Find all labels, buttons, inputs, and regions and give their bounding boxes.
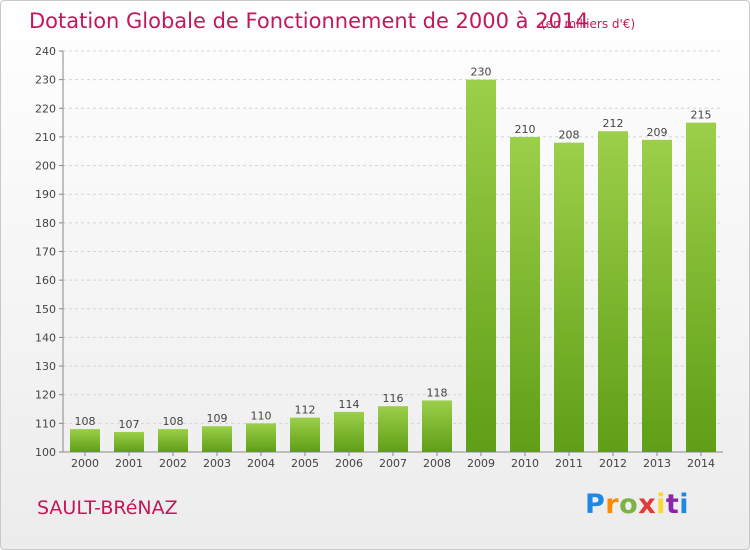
logo-letter: x [638,489,657,520]
y-tick-label: 190 [35,188,56,201]
x-tick-label-2010: 2010 [511,457,539,470]
value-label-2004: 110 [251,409,272,422]
x-tick-label-2014: 2014 [687,457,715,470]
value-label-2014: 215 [691,109,712,122]
chart-subtitle: (en milliers d'€) [541,17,636,31]
bar-2004[interactable] [246,423,276,452]
bar-2007[interactable] [378,406,408,452]
y-tick-label: 200 [35,160,56,173]
y-tick-label: 180 [35,217,56,230]
value-label-2009: 230 [471,66,492,79]
bar-2009[interactable] [466,79,496,453]
bar-2001[interactable] [114,431,144,452]
value-label-2010: 210 [515,123,536,136]
y-tick-label: 170 [35,246,56,259]
value-label-2007: 116 [383,392,404,405]
bar-2010[interactable] [510,136,540,452]
value-label-2000: 108 [75,415,96,428]
value-label-2001: 107 [119,418,140,431]
value-label-2006: 114 [339,398,360,411]
bar-2008[interactable] [422,400,452,452]
value-label-2002: 108 [163,415,184,428]
value-label-2005: 112 [295,404,316,417]
bar-2014[interactable] [686,122,716,452]
value-label-2012: 212 [603,117,624,130]
x-tick-label-2002: 2002 [159,457,187,470]
value-label-2008: 118 [427,386,448,399]
proxiti-logo[interactable]: Proxiti [585,489,689,520]
bar-2011[interactable] [554,142,584,452]
x-tick-label-2012: 2012 [599,457,627,470]
logo-letter: i [679,489,690,520]
y-tick-label: 100 [35,446,56,459]
y-tick-label: 230 [35,74,56,87]
y-tick-label: 240 [35,45,56,58]
logo-letter: i [656,489,666,520]
x-tick-label-2006: 2006 [335,457,363,470]
bar-2012[interactable] [598,131,628,452]
x-tick-label-2009: 2009 [467,457,495,470]
x-tick-label-2013: 2013 [643,457,671,470]
bar-2000[interactable] [70,429,100,452]
y-tick-label: 130 [35,360,56,373]
bar-2006[interactable] [334,411,364,452]
x-tick-label-2000: 2000 [71,457,99,470]
commune-name: SAULT-BRéNAZ [37,497,178,519]
logo-letter: r [605,489,620,520]
axis-layer: 100 110 120 130 140 150 160 170 180 190 200 210 220 2… [35,45,723,470]
y-tick-label: 210 [35,131,56,144]
y-tick-label: 140 [35,331,56,344]
x-tick-label-2005: 2005 [291,457,319,470]
y-tick-label: 220 [35,102,56,115]
bar-2005[interactable] [290,417,320,452]
bar-layer [70,79,716,453]
y-tick-label: 120 [35,389,56,402]
x-tick-label-2001: 2001 [115,457,143,470]
bar-2002[interactable] [158,429,188,452]
y-tick-label: 110 [35,417,56,430]
label-layer: 108 107 108 109 110 112 114 116 118 230 210 208 212 2… [75,66,712,431]
logo-letter: t [665,489,680,520]
chart-title: Dotation Globale de Fonctionnement de 20… [29,9,589,33]
x-tick-label-2011: 2011 [555,457,583,470]
x-tick-label-2007: 2007 [379,457,407,470]
x-tick-label-2008: 2008 [423,457,451,470]
y-tick-label: 160 [35,274,56,287]
logo-letter: P [585,489,606,520]
value-label-2003: 109 [207,412,228,425]
value-label-2013: 209 [647,126,668,139]
bar-2003[interactable] [202,426,232,452]
logo-letter: o [619,489,639,520]
bar-2013[interactable] [642,139,672,453]
x-tick-label-2004: 2004 [247,457,275,470]
value-label-2011: 208 [559,129,580,142]
y-tick-label: 150 [35,303,56,316]
x-tick-label-2003: 2003 [203,457,231,470]
